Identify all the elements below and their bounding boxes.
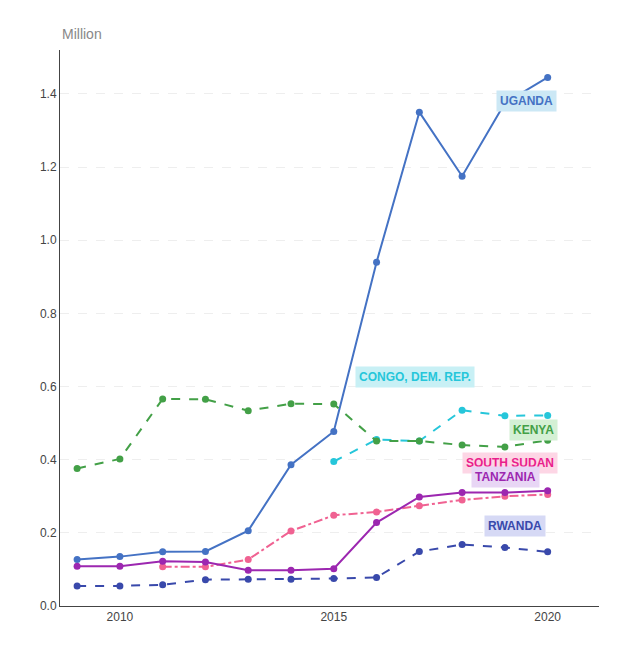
svg-text:1.2: 1.2 (40, 160, 57, 174)
svg-text:0.4: 0.4 (40, 453, 57, 467)
svg-text:Million: Million (62, 26, 102, 42)
svg-text:1.0: 1.0 (40, 233, 57, 247)
svg-text:SOUTH SUDAN: SOUTH SUDAN (466, 456, 554, 470)
svg-text:RWANDA: RWANDA (488, 519, 542, 533)
svg-text:UGANDA: UGANDA (500, 94, 553, 108)
svg-text:0.6: 0.6 (40, 380, 57, 394)
svg-text:0.8: 0.8 (40, 307, 57, 321)
svg-text:TANZANIA: TANZANIA (475, 470, 536, 484)
svg-text:2020: 2020 (534, 610, 561, 624)
svg-text:2010: 2010 (107, 610, 134, 624)
svg-text:0.2: 0.2 (40, 526, 57, 540)
svg-text:2015: 2015 (320, 610, 347, 624)
svg-text:KENYA: KENYA (513, 423, 554, 437)
svg-text:1.4: 1.4 (40, 87, 57, 101)
svg-text:CONGO, DEM. REP.: CONGO, DEM. REP. (359, 370, 471, 384)
svg-text:0.0: 0.0 (40, 599, 57, 613)
